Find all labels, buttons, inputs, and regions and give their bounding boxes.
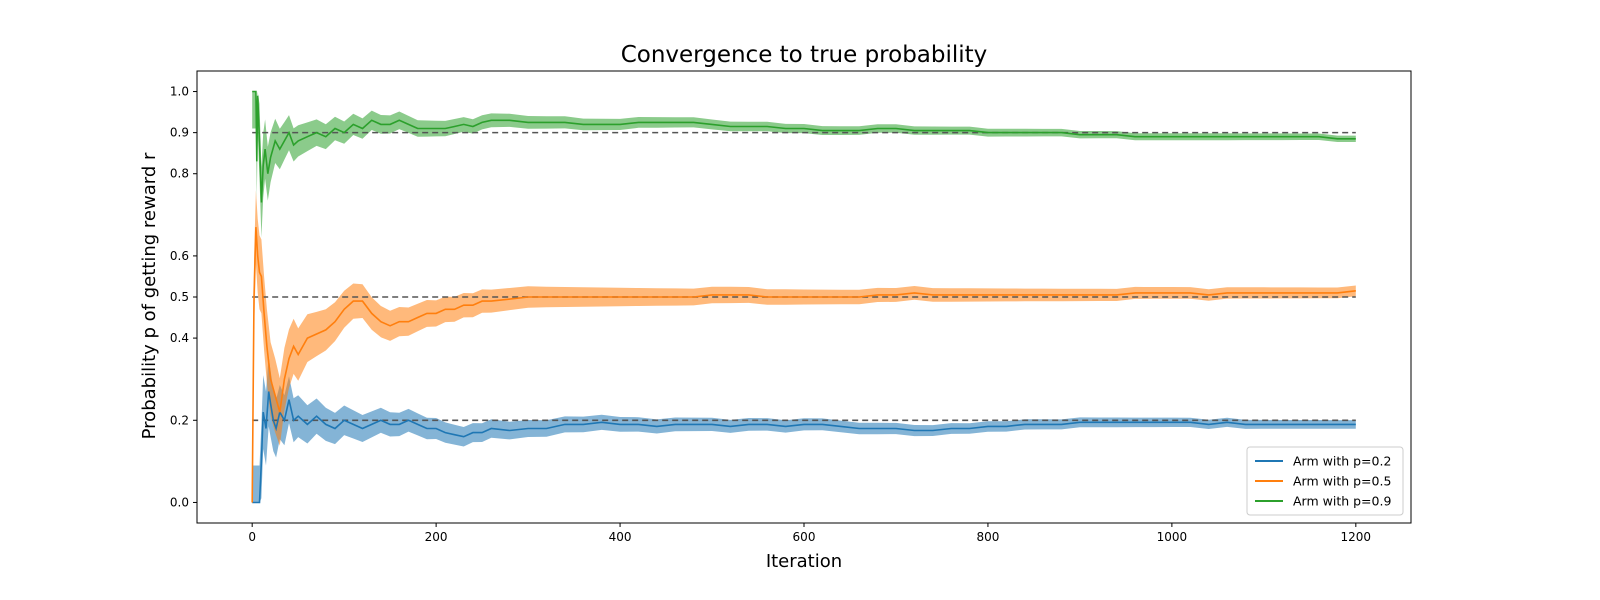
confidence-band-3: [252, 91, 1356, 238]
legend: Arm with p=0.2 Arm with p=0.5 Arm with p=0…: [1246, 446, 1404, 516]
x-axis-label: Iteration: [766, 551, 842, 572]
x-tick-label: 600: [793, 530, 816, 544]
y-tick-label: 0.0: [170, 495, 189, 509]
y-tick-label: 0.4: [170, 331, 189, 345]
chart-title: Convergence to true probability: [621, 42, 988, 68]
x-tick-label: 1000: [1157, 530, 1188, 544]
y-tick-label: 0.5: [170, 290, 189, 304]
series-line-3: [252, 90, 1356, 203]
legend-label-1: Arm with p=0.2: [1293, 454, 1391, 469]
plot-area: [251, 90, 1356, 504]
confidence-band-1: [252, 356, 1356, 503]
legend-label-2: Arm with p=0.5: [1293, 474, 1391, 489]
legend-label-3: Arm with p=0.9: [1293, 494, 1391, 509]
y-tick-label: 0.8: [170, 167, 189, 181]
series-line-2: [251, 227, 1356, 503]
y-tick-label: 0.2: [170, 413, 189, 427]
y-tick-label: 0.9: [170, 126, 189, 140]
confidence-band-2: [252, 190, 1356, 503]
x-tick-label: 800: [976, 530, 999, 544]
x-tick-label: 0: [248, 530, 256, 544]
x-axis: 0 200 400 600 800 1000 1200: [248, 523, 1371, 544]
y-axis: 0.0 0.2 0.4 0.5 0.6 0.8 0.9 1.0: [170, 85, 197, 509]
legend-box: [1246, 446, 1404, 516]
y-axis-label: Probability p of getting reward r: [139, 152, 160, 439]
x-tick-label: 200: [425, 530, 448, 544]
y-tick-label: 0.6: [170, 249, 189, 263]
y-tick-label: 1.0: [170, 85, 189, 99]
x-tick-label: 1200: [1341, 530, 1372, 544]
x-tick-label: 400: [609, 530, 632, 544]
series-line-1: [252, 391, 1356, 504]
